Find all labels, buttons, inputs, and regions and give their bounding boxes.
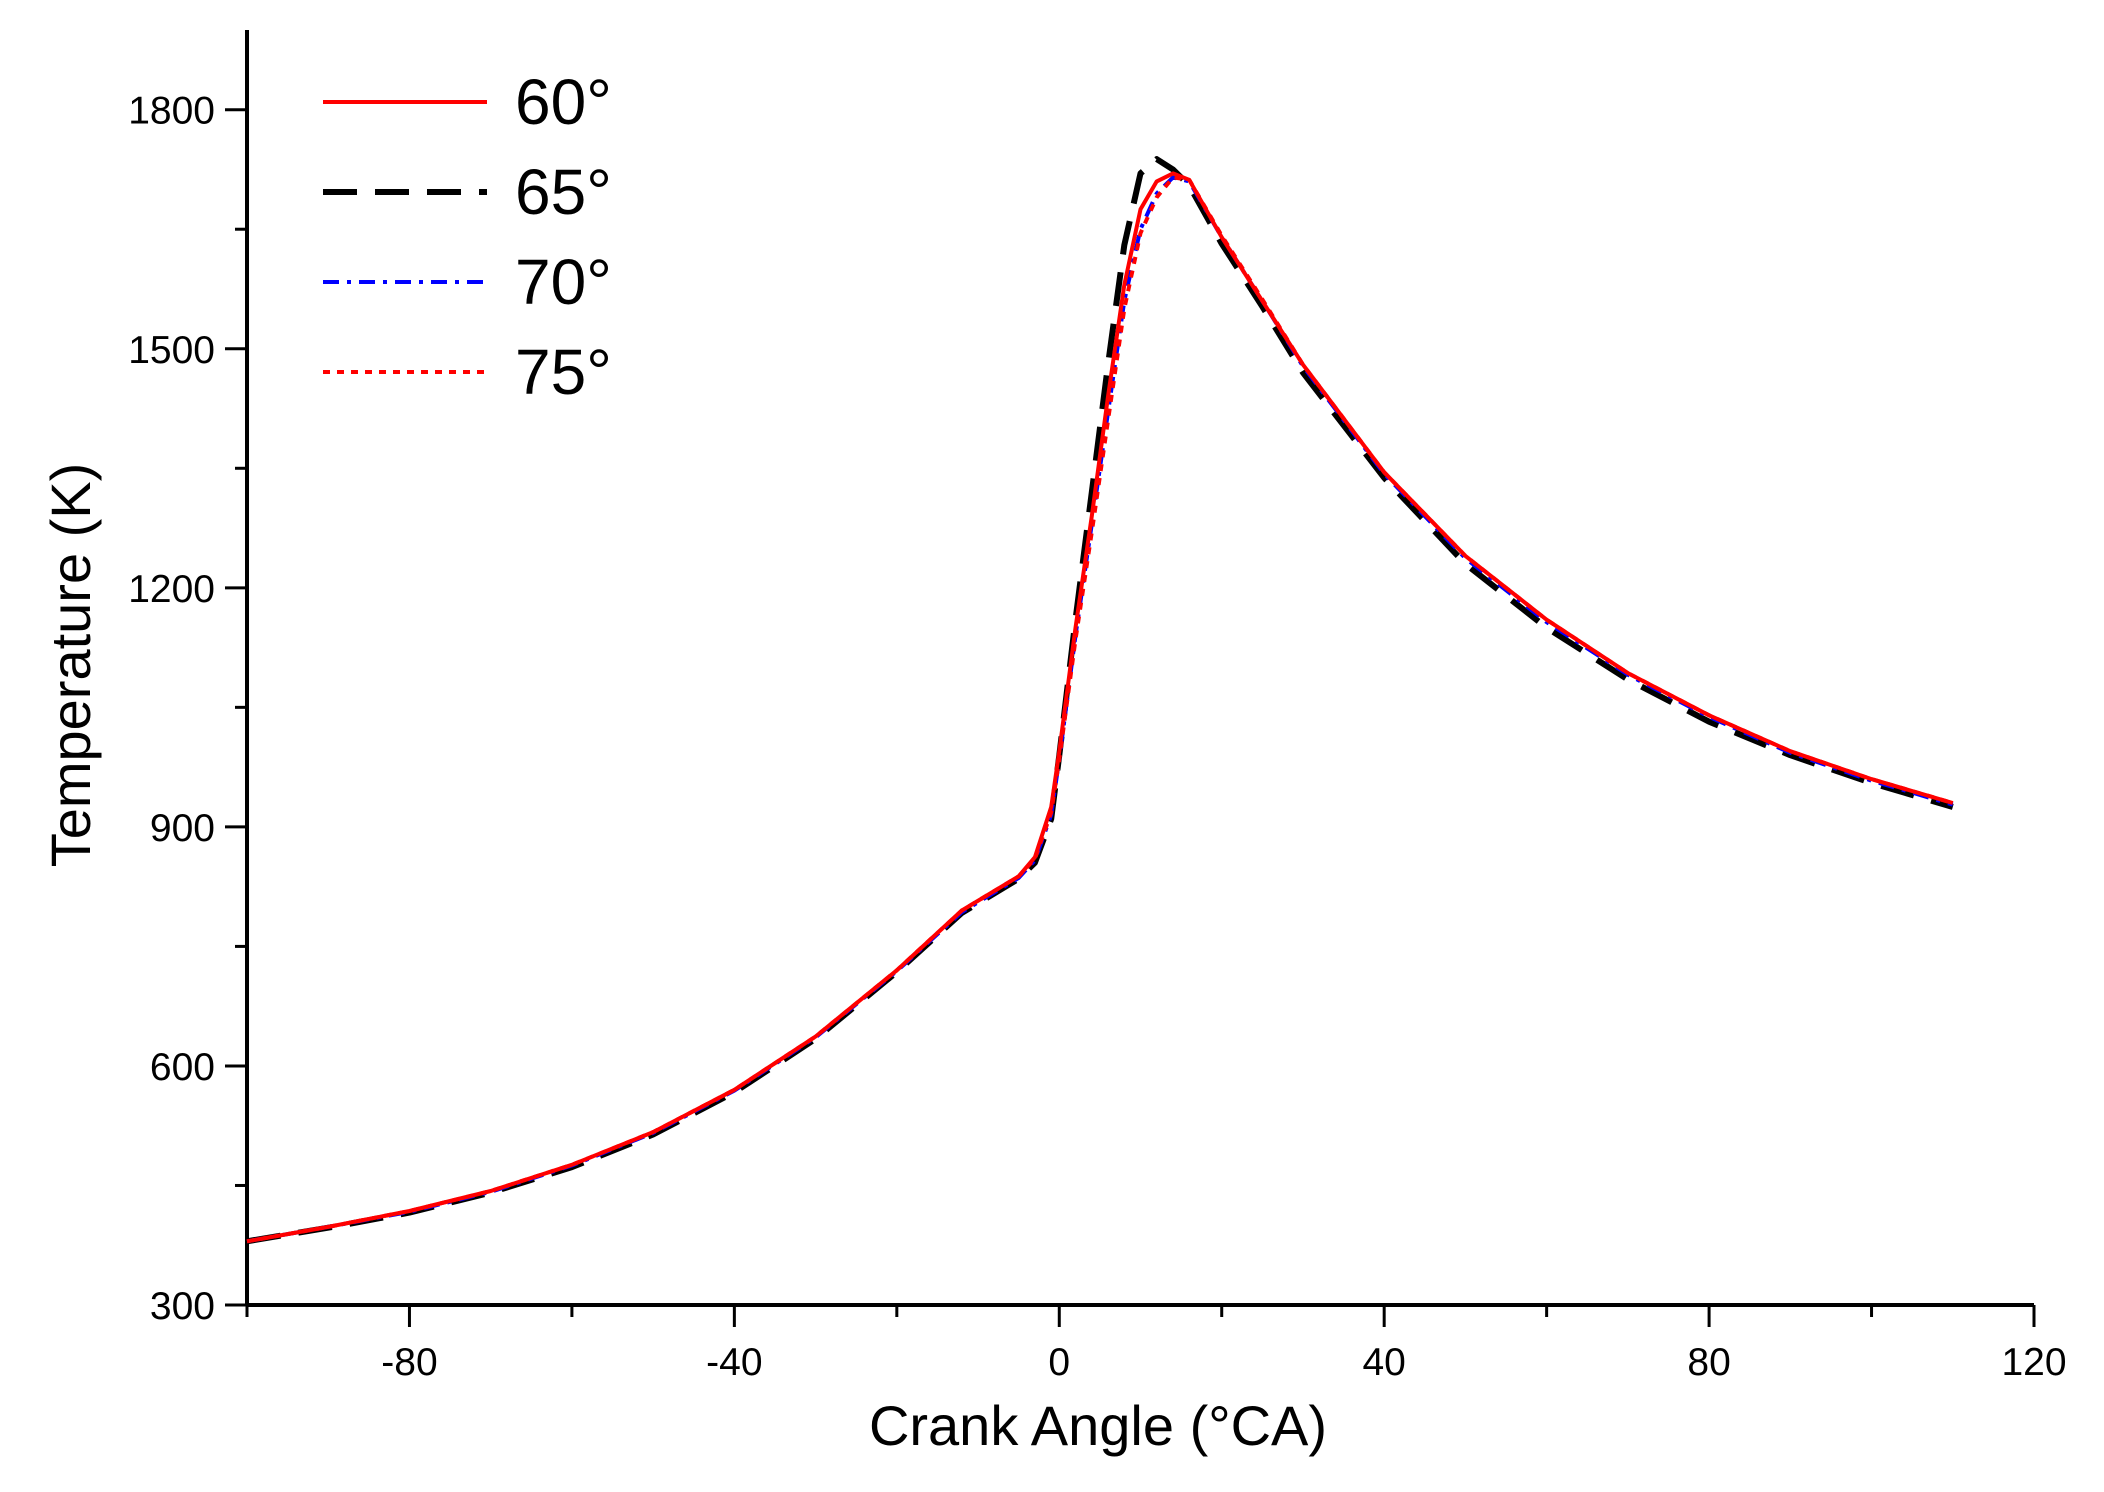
x-tick-label: 40 [1362, 1341, 1405, 1384]
x-tick-label: -40 [706, 1341, 762, 1384]
y-tick-label: 600 [150, 1046, 215, 1089]
y-tick-label: 1800 [128, 90, 215, 133]
x-axis-title: Crank Angle (°CA) [869, 1394, 1327, 1457]
x-tick-label: 80 [1687, 1341, 1730, 1384]
legend-label-1: 60° [515, 66, 612, 138]
x-tick-label: 120 [2001, 1341, 2066, 1384]
y-tick-label: 1500 [128, 329, 215, 372]
legend-label-3: 70° [515, 246, 612, 318]
series-line-2 [246, 156, 1954, 1245]
legend-label-2: 65° [515, 156, 612, 228]
y-tick-label: 900 [150, 807, 215, 850]
y-tick-label: 300 [150, 1285, 215, 1328]
ticks: -80 -40 0 40 80 120 300 600 900 1200 1500 1800 [128, 90, 2066, 1384]
legend-label-4: 75° [515, 336, 612, 408]
series-line-4 [246, 175, 1954, 1244]
legend: 60° 65° 70° 75° [323, 66, 612, 408]
x-tick-label: 0 [1048, 1341, 1070, 1384]
x-tick-label: -80 [381, 1341, 437, 1384]
y-axis-title: Temperature (K) [39, 463, 102, 868]
y-tick-label: 1200 [128, 568, 215, 611]
series-layer [246, 156, 1954, 1245]
axes [245, 30, 2034, 1307]
